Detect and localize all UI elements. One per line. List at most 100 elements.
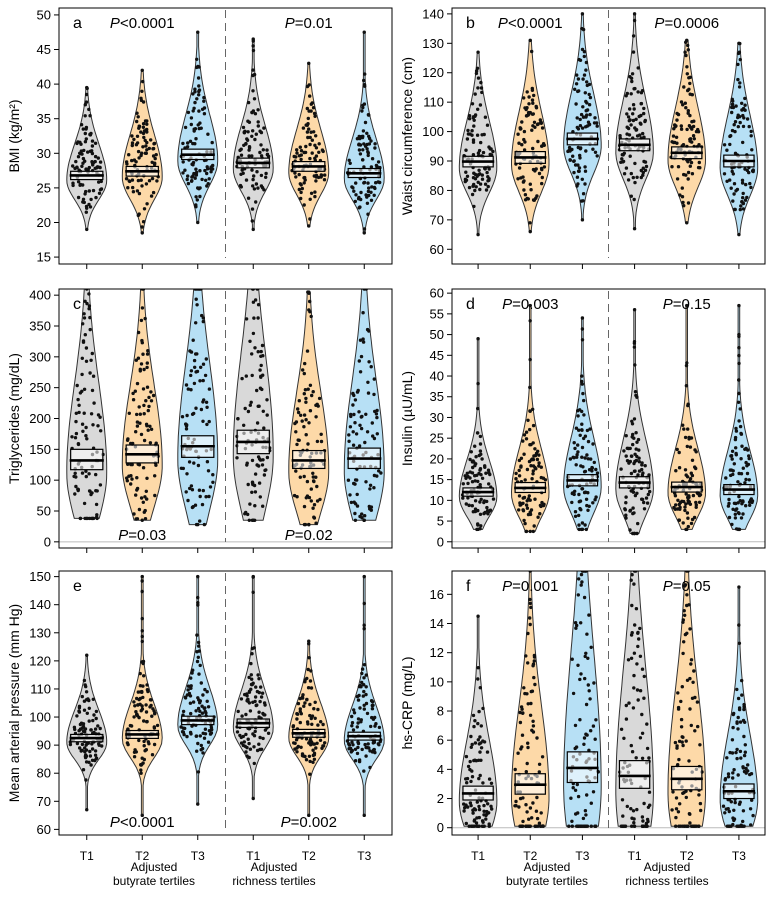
point [533,453,538,458]
point [685,593,689,597]
point [299,190,303,195]
point [578,153,582,158]
point [591,790,596,794]
y-tick-label: 45 [37,42,51,57]
point [589,801,593,805]
point [358,370,363,374]
point [537,821,542,825]
point [84,469,88,473]
point [517,474,522,478]
point [729,134,733,138]
point [589,729,593,733]
point [138,702,142,706]
point [139,362,144,366]
point [196,741,200,746]
point [315,439,320,444]
point [674,503,678,507]
point [730,102,735,107]
point [142,129,147,133]
y-tick-label: 50 [37,7,51,22]
point [74,419,78,424]
point [243,744,247,748]
point [683,435,688,440]
point [235,456,239,460]
point [736,773,740,777]
point [132,137,136,142]
point [194,297,198,301]
point [193,503,198,507]
point [627,119,631,123]
point-max [528,303,532,308]
point [576,593,580,597]
point [195,57,199,61]
point [631,118,636,123]
point [133,748,137,752]
point [135,412,139,417]
point [531,101,535,105]
point [542,165,547,169]
point [312,753,317,757]
y-tick-label: 30 [430,410,444,425]
point [347,439,351,443]
point [248,403,252,407]
point [193,100,197,105]
point [152,142,156,146]
point [674,824,678,828]
point [734,501,738,506]
group-label-left-1: Adjusted [524,860,571,874]
violin-a-6 [343,31,385,234]
point [240,168,244,172]
point [696,724,700,729]
point [637,469,642,473]
point [312,757,317,761]
point [202,522,207,527]
point [681,824,685,828]
point [99,179,104,184]
point [737,494,741,499]
p-value: P<0.0001 [498,15,563,32]
point [250,207,255,211]
point [640,712,644,717]
point [347,433,351,437]
point [530,88,535,93]
point [130,134,134,138]
point [192,106,196,111]
point [625,91,629,96]
point [740,444,744,448]
point [136,115,140,119]
point [298,707,302,711]
point [135,111,139,115]
point [315,484,319,489]
point [738,749,743,754]
point [207,494,211,499]
point [191,668,195,672]
point [478,434,483,439]
point [126,186,130,190]
point [532,120,537,125]
point [364,692,368,697]
point [135,381,140,386]
point [259,375,263,379]
point [297,187,301,192]
point [531,198,536,202]
point [94,716,98,721]
point [82,708,87,712]
point [264,175,268,179]
point [624,703,628,708]
point [355,478,359,482]
point [738,207,742,212]
point [148,441,153,445]
point [309,686,314,690]
point [624,501,628,505]
point [206,705,211,709]
point [348,493,352,497]
point [83,114,87,118]
point [314,475,318,479]
point [372,193,376,197]
point [91,161,96,165]
point [353,199,357,204]
point [583,456,587,460]
point [586,439,591,444]
point [577,577,581,581]
